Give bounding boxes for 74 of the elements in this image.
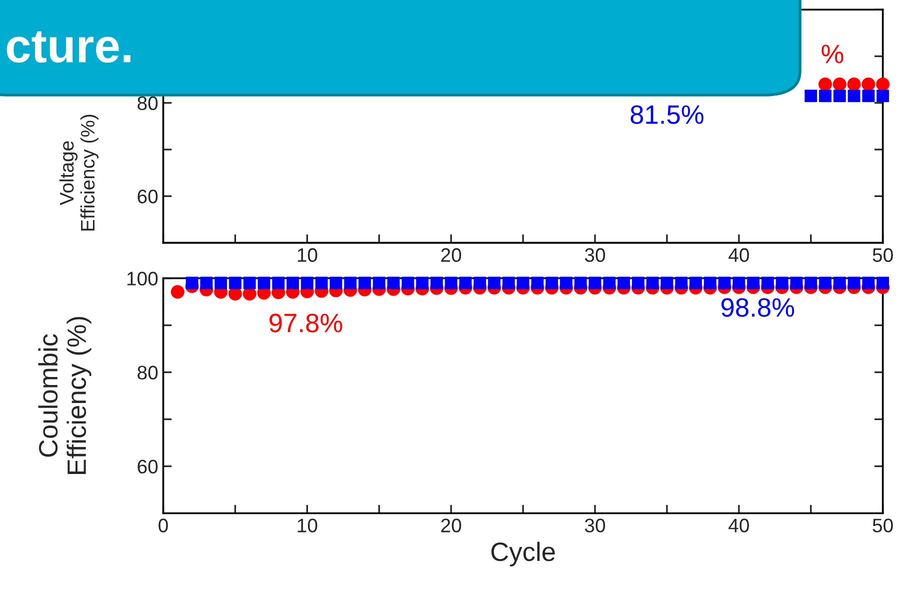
x-tick-label: 40 bbox=[728, 518, 749, 532]
x-tick-label: 40 bbox=[728, 248, 749, 262]
point bbox=[646, 276, 659, 290]
point bbox=[474, 276, 486, 290]
point bbox=[186, 276, 198, 290]
y-axis-title: Voltage Efficiency (%) bbox=[59, 114, 98, 231]
x-tick-label: 30 bbox=[584, 518, 606, 532]
point bbox=[502, 276, 515, 290]
point bbox=[675, 276, 688, 290]
y-tick-label: 60 bbox=[138, 190, 158, 204]
point bbox=[804, 276, 818, 290]
point bbox=[387, 276, 400, 290]
annotation: 98.8% bbox=[721, 298, 794, 317]
point bbox=[402, 276, 414, 290]
point bbox=[258, 276, 270, 290]
annotation: 81.5% bbox=[630, 105, 704, 124]
y-axis-title: Coulombic Efficiency (%) bbox=[38, 316, 92, 474]
point bbox=[848, 276, 860, 290]
x-tick-label: 30 bbox=[584, 248, 606, 262]
point bbox=[790, 276, 803, 290]
x-tick-label: 20 bbox=[441, 518, 462, 532]
point bbox=[603, 276, 616, 290]
x-axis-title: Cycle bbox=[491, 542, 555, 566]
y-tick-label: 80 bbox=[138, 366, 158, 380]
annotation: % bbox=[822, 44, 844, 64]
point bbox=[618, 276, 630, 290]
y-tick-label: 60 bbox=[138, 460, 158, 474]
point bbox=[200, 276, 213, 290]
point bbox=[660, 276, 674, 290]
x-tick-label: 10 bbox=[298, 518, 318, 532]
point bbox=[315, 276, 328, 290]
point bbox=[170, 285, 184, 299]
point bbox=[272, 276, 285, 290]
point bbox=[330, 276, 342, 290]
point bbox=[546, 276, 558, 290]
point bbox=[286, 276, 299, 290]
point bbox=[228, 276, 242, 290]
x-tick-label: 50 bbox=[872, 518, 893, 532]
point bbox=[690, 276, 702, 290]
point bbox=[819, 276, 832, 290]
point bbox=[761, 276, 774, 290]
point bbox=[632, 276, 644, 290]
y-tick-label: 80 bbox=[138, 96, 158, 110]
point bbox=[704, 276, 716, 290]
point bbox=[430, 276, 443, 290]
point bbox=[560, 276, 572, 290]
point bbox=[833, 276, 846, 290]
chart-title: cture. bbox=[6, 31, 130, 63]
x-tick-label: 0 bbox=[158, 518, 168, 532]
point bbox=[300, 276, 314, 290]
point bbox=[747, 276, 760, 290]
point bbox=[488, 276, 500, 290]
x-tick-label: 20 bbox=[441, 248, 462, 262]
point bbox=[588, 276, 602, 290]
point bbox=[243, 276, 256, 290]
point bbox=[574, 276, 587, 290]
point bbox=[531, 276, 544, 290]
point bbox=[344, 276, 357, 290]
point bbox=[214, 276, 228, 290]
x-tick-label: 10 bbox=[298, 248, 318, 262]
point bbox=[862, 276, 875, 290]
annotation: 97.8% bbox=[270, 314, 342, 332]
point bbox=[718, 276, 731, 290]
point bbox=[358, 276, 371, 290]
y-tick-label: 100 bbox=[127, 272, 158, 286]
point bbox=[876, 276, 890, 290]
point bbox=[732, 276, 746, 290]
point bbox=[516, 276, 530, 290]
point bbox=[416, 276, 429, 290]
point bbox=[776, 276, 788, 290]
point bbox=[444, 276, 458, 290]
x-tick-label: 50 bbox=[872, 248, 893, 262]
point bbox=[459, 276, 472, 290]
point bbox=[372, 276, 386, 290]
